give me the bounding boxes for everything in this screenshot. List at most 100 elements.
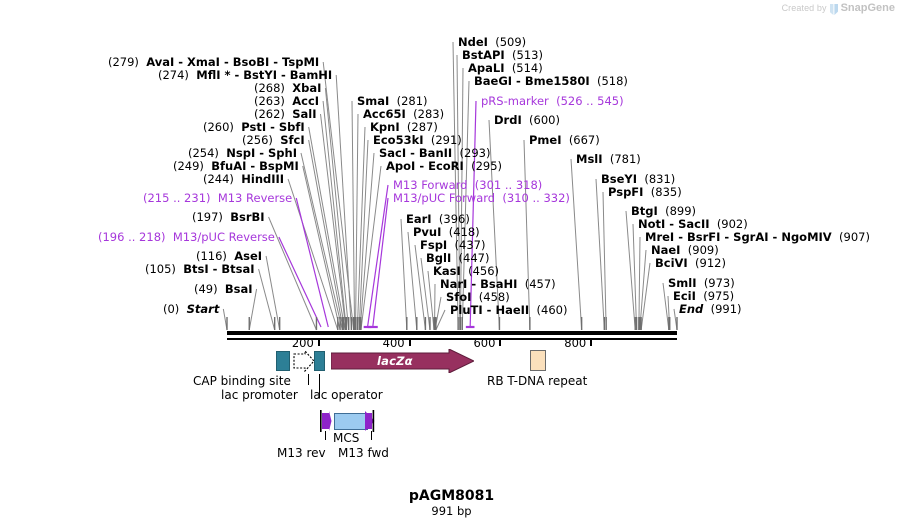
label-name: Eco53kI	[373, 133, 424, 147]
primer-label-m13-puc-forward[interactable]: M13/pUC Forward (310 .. 332)	[393, 192, 570, 204]
label-name: HindIII	[241, 172, 285, 186]
enzyme-site-label-bsai[interactable]: (49) BsaI	[194, 283, 253, 295]
label-position: (526 .. 545)	[556, 94, 624, 108]
enzyme-site-label-smai[interactable]: SmaI (281)	[357, 95, 428, 107]
enzyme-site-label-baegi-bme1580i[interactable]: BaeGI - Bme1580I (518)	[474, 75, 628, 87]
enzyme-site-label-start[interactable]: (0) Start	[163, 303, 219, 315]
enzyme-site-label-acci[interactable]: (263) AccI	[254, 95, 319, 107]
site-label-layer: (279) AvaI - XmaI - BsoBI - TspMI (274) M…	[98, 36, 870, 316]
label-name: PvuI	[413, 225, 442, 239]
enzyme-site-label-bsrbi[interactable]: (197) BsrBI	[192, 211, 265, 223]
feature-lac-promoter[interactable]	[293, 350, 315, 372]
enzyme-site-label-avai-xmai-bsobi-tspmi[interactable]: (279) AvaI - XmaI - BsoBI - TspMI	[108, 56, 319, 68]
enzyme-site-label-xbai[interactable]: (268) XbaI	[254, 82, 321, 94]
enzyme-site-label-bstapi[interactable]: BstAPI (513)	[462, 49, 543, 61]
enzyme-site-label-fspi[interactable]: FspI (437)	[420, 239, 485, 251]
enzyme-site-label-pspfi[interactable]: PspFI (835)	[608, 186, 682, 198]
enzyme-site-label-apoi-ecori[interactable]: ApoI - EcoRI (295)	[386, 160, 502, 172]
primer-leader-line	[366, 184, 389, 328]
label-position: (0)	[163, 302, 180, 316]
ruler-tick-label: 600	[473, 336, 496, 350]
label-name: EarI	[406, 212, 432, 226]
label-position: (281)	[396, 94, 428, 108]
label-name: pRS-marker	[481, 94, 549, 108]
primer-label-m13-reverse[interactable]: (215 .. 231) M13 Reverse	[143, 192, 292, 204]
enzyme-site-label-mfli-bstyi-bamhi[interactable]: (274) MflI * - BstYI - BamHI	[158, 69, 332, 81]
feature-lac-operator[interactable]	[314, 351, 325, 371]
label-name: DrdI	[494, 113, 522, 127]
ruler-tick	[317, 338, 320, 346]
enzyme-site-label-sfci[interactable]: (256) SfcI	[242, 134, 305, 146]
enzyme-site-label-kpni[interactable]: KpnI (287)	[370, 121, 438, 133]
enzyme-leader-line	[638, 236, 641, 331]
label-position: (909)	[687, 243, 719, 257]
enzyme-site-label-bcivi[interactable]: BciVI (912)	[655, 257, 726, 269]
enzyme-site-label-acc65i[interactable]: Acc65I (283)	[363, 108, 444, 120]
label-position: (293)	[459, 146, 491, 160]
label-name: NspI - SphI	[226, 146, 297, 160]
enzyme-site-label-nspi-sphi[interactable]: (254) NspI - SphI	[188, 147, 297, 159]
enzyme-leader-line	[287, 178, 339, 331]
enzyme-site-label-bfuai-bspmi[interactable]: (249) BfuAI - BspMI	[173, 160, 299, 172]
enzyme-site-label-bgli[interactable]: BglI (447)	[426, 252, 489, 264]
enzyme-leader-line	[302, 165, 341, 331]
label-name: BsaI	[224, 282, 253, 296]
primer-label-prs-marker[interactable]: pRS-marker (526 .. 545)	[481, 95, 624, 107]
label-name: BaeGI - Bme1580I	[474, 74, 590, 88]
enzyme-site-label-drdi[interactable]: DrdI (600)	[494, 114, 560, 126]
enzyme-site-label-saci-banii[interactable]: SacI - BanII (293)	[379, 147, 490, 159]
label-name: EciI	[673, 289, 696, 303]
enzyme-leader-line	[420, 257, 431, 331]
enzyme-site-label-sali[interactable]: (262) SalI	[254, 108, 317, 120]
label-leader-lines	[222, 41, 678, 340]
enzyme-leader-line	[602, 191, 607, 331]
mcs-primer-m13-fwd-arrow[interactable]	[363, 410, 375, 432]
enzyme-site-label-psti-sbfi[interactable]: (260) PstI - SbfI	[203, 121, 305, 133]
enzyme-leader-line	[570, 158, 583, 331]
enzyme-site-label-btgi[interactable]: BtgI (899)	[631, 205, 696, 217]
enzyme-site-label-mrei-bsrfi-sgrai-ngomiv[interactable]: MreI - BsrFI - SgrAI - NgoMIV (907)	[645, 231, 870, 243]
enzyme-leader-line	[248, 288, 258, 331]
feature-cap-binding-site[interactable]	[276, 351, 290, 371]
feature-rb-tdna-repeat[interactable]	[530, 350, 546, 371]
label-position: (899)	[665, 204, 697, 218]
enzyme-site-label-naei[interactable]: NaeI (909)	[651, 244, 719, 256]
label-name: BtsI - BtsaI	[183, 262, 255, 276]
enzyme-site-label-pmei[interactable]: PmeI (667)	[529, 134, 600, 146]
label-position: (283)	[413, 107, 445, 121]
enzyme-site-label-sfoi[interactable]: SfoI (458)	[446, 291, 510, 303]
enzyme-site-label-nari-bsahi[interactable]: NarI - BsaHI (457)	[440, 278, 556, 290]
enzyme-site-label-eco53ki[interactable]: Eco53kI (291)	[373, 134, 462, 146]
label-name: BsrBI	[230, 210, 265, 224]
primer-label-m13-puc-reverse[interactable]: (196 .. 218) M13/pUC Reverse	[98, 231, 275, 243]
label-position: (254)	[188, 146, 219, 160]
enzyme-site-label-asei[interactable]: (116) AseI	[196, 250, 262, 262]
feature-lacz-alpha[interactable]: lacZα	[331, 349, 474, 373]
enzyme-site-label-ndei[interactable]: NdeI (509)	[458, 36, 526, 48]
label-position: (667)	[568, 133, 600, 147]
label-name: NaeI	[651, 243, 681, 257]
enzyme-site-label-pluti-haeii[interactable]: PluTI - HaeII (460)	[450, 304, 567, 316]
label-position: (262)	[254, 107, 285, 121]
mcs-primer-m13-rev-arrow[interactable]	[320, 410, 332, 432]
enzyme-site-label-apali[interactable]: ApaLI (514)	[468, 62, 543, 74]
enzyme-leader-line	[355, 113, 359, 331]
ruler-tick	[590, 338, 593, 346]
feature-caption-lac-operator: lac operator	[310, 388, 383, 402]
enzyme-site-label-bseyi[interactable]: BseYI (831)	[601, 173, 675, 185]
enzyme-site-label-smli[interactable]: SmlI (973)	[668, 277, 735, 289]
enzyme-site-label-ecii[interactable]: EciI (975)	[673, 290, 734, 302]
enzyme-site-label-hindiii[interactable]: (244) HindIII	[203, 173, 284, 185]
enzyme-site-label-msli[interactable]: MslI (781)	[576, 153, 641, 165]
label-position: (457)	[524, 277, 556, 291]
enzyme-site-label-end[interactable]: End (991)	[679, 303, 742, 315]
enzyme-site-label-noti-sacii[interactable]: NotI - SacII (902)	[638, 218, 748, 230]
label-position: (301 .. 318)	[474, 178, 543, 192]
primer-label-m13-forward[interactable]: M13 Forward (301 .. 318)	[393, 179, 542, 191]
enzyme-site-label-kasi[interactable]: KasI (456)	[433, 265, 499, 277]
label-position: (456)	[468, 264, 500, 278]
snapgene-logo-icon	[829, 3, 838, 15]
enzyme-site-label-btsi-btsai[interactable]: (105) BtsI - BtsaI	[145, 263, 255, 275]
enzyme-site-label-pvui[interactable]: PvuI (418)	[413, 226, 480, 238]
enzyme-site-label-eari[interactable]: EarI (396)	[406, 213, 470, 225]
